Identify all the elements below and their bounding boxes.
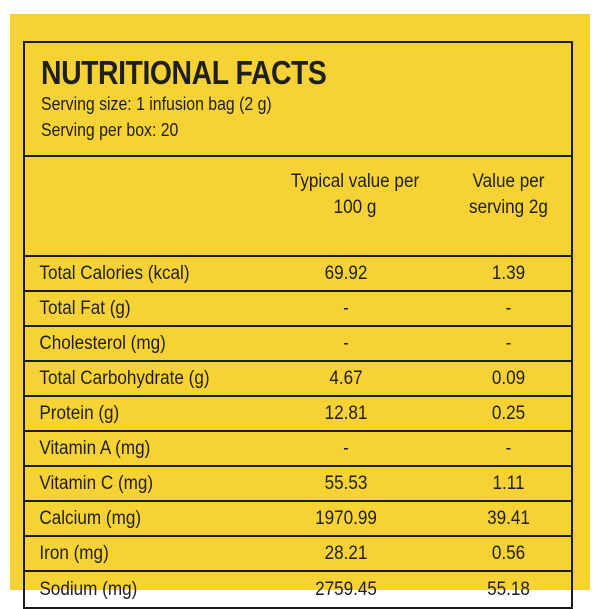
- table-row: Calcium (mg) 1970.99 39.41: [25, 502, 571, 537]
- nutrient-name: Calcium (mg): [39, 507, 142, 529]
- value-per-100g: -: [343, 297, 349, 319]
- column-header-row: Typical value per 100 g Value per servin…: [25, 157, 571, 257]
- label-background: [10, 14, 590, 590]
- nutrient-name: Total Carbohydrate (g): [39, 367, 210, 389]
- table-row: Vitamin A (mg) - -: [25, 432, 571, 467]
- value-per-100g: -: [343, 332, 349, 354]
- nutrient-name: Vitamin A (mg): [39, 437, 151, 459]
- value-per-100g: 12.81: [324, 402, 368, 424]
- table-row: Total Fat (g) - -: [25, 292, 571, 327]
- table-row: Total Calories (kcal) 69.92 1.39: [25, 257, 571, 292]
- value-per-serving: -: [505, 297, 512, 319]
- nutrition-facts-table: NUTRITIONAL FACTS Serving size: 1 infusi…: [23, 41, 573, 609]
- value-per-serving: 55.18: [487, 578, 530, 600]
- nutrient-name: Vitamin C (mg): [39, 472, 154, 494]
- serving-size: Serving size: 1 infusion bag (2 g): [41, 94, 272, 114]
- value-per-100g: 69.92: [324, 262, 368, 284]
- value-per-100g: 1970.99: [315, 507, 377, 529]
- nutrient-name: Protein (g): [39, 402, 120, 424]
- value-per-100g: 4.67: [329, 367, 363, 389]
- table-row: Cholesterol (mg) - -: [25, 327, 571, 362]
- value-per-serving: -: [505, 332, 512, 354]
- column-header-per-100g: Typical value per 100 g: [290, 171, 420, 218]
- value-per-100g: -: [343, 437, 349, 459]
- nutrient-rows: Total Calories (kcal) 69.92 1.39 Total Fat …: [25, 257, 571, 607]
- table-row: Vitamin C (mg) 55.53 1.11: [25, 467, 571, 502]
- nutrient-name: Sodium (mg): [39, 578, 138, 600]
- nutrient-name: Total Fat (g): [39, 297, 131, 319]
- value-per-serving: 0.56: [491, 542, 526, 564]
- table-row: Sodium (mg) 2759.45 55.18: [25, 572, 571, 607]
- nutrient-name: Total Calories (kcal): [39, 262, 190, 284]
- label-header: NUTRITIONAL FACTS Serving size: 1 infusi…: [25, 43, 571, 157]
- table-row: Iron (mg) 28.21 0.56: [25, 537, 571, 572]
- column-header-per-serving: Value per serving 2g: [469, 171, 548, 218]
- value-per-100g: 28.21: [324, 542, 368, 564]
- value-per-100g: 2759.45: [315, 578, 377, 600]
- value-per-serving: 1.39: [491, 262, 526, 284]
- label-title: NUTRITIONAL FACTS: [41, 54, 327, 91]
- value-per-serving: 0.09: [491, 367, 526, 389]
- nutrient-name: Iron (mg): [39, 542, 109, 564]
- table-row: Protein (g) 12.81 0.25: [25, 397, 571, 432]
- servings-per-box: Serving per box: 20: [41, 120, 179, 140]
- nutrient-name: Cholesterol (mg): [39, 332, 166, 354]
- value-per-serving: 0.25: [491, 402, 526, 424]
- value-per-serving: 39.41: [487, 507, 530, 529]
- value-per-serving: -: [505, 437, 512, 459]
- value-per-serving: 1.11: [492, 472, 525, 494]
- value-per-100g: 55.53: [324, 472, 368, 494]
- table-row: Total Carbohydrate (g) 4.67 0.09: [25, 362, 571, 397]
